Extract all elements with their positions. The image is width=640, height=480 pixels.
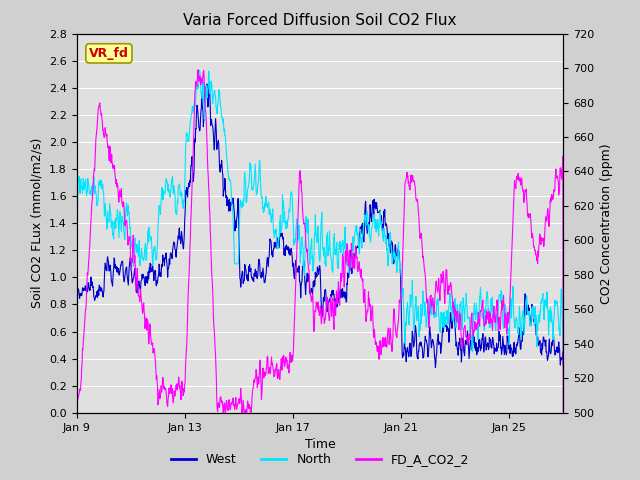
Y-axis label: CO2 Concentration (ppm): CO2 Concentration (ppm)	[600, 143, 612, 303]
Y-axis label: Soil CO2 FLux (mmol/m2/s): Soil CO2 FLux (mmol/m2/s)	[31, 138, 44, 308]
Title: Varia Forced Diffusion Soil CO2 Flux: Varia Forced Diffusion Soil CO2 Flux	[183, 13, 457, 28]
Legend: West, North, FD_A_CO2_2: West, North, FD_A_CO2_2	[166, 448, 474, 471]
X-axis label: Time: Time	[305, 438, 335, 451]
Text: VR_fd: VR_fd	[89, 47, 129, 60]
